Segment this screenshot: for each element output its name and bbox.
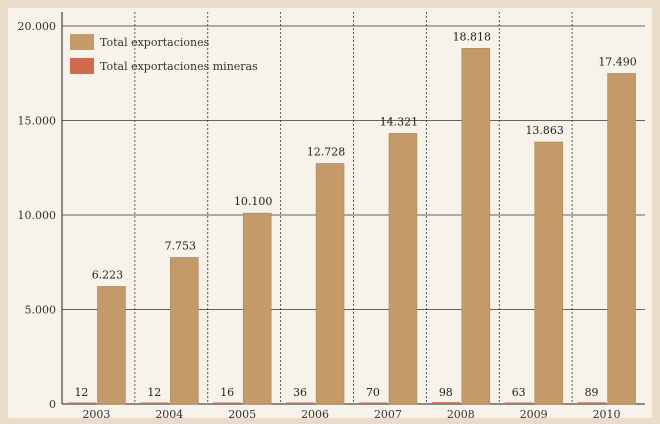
legend-label: Total exportaciones mineras xyxy=(100,60,258,73)
grid-lines xyxy=(62,12,645,404)
data-label-mineras: 12 xyxy=(74,386,88,399)
bar-exportaciones-mineras xyxy=(358,402,387,404)
bar-total-exportaciones xyxy=(388,133,418,405)
bar-total-exportaciones xyxy=(461,48,491,405)
legend-swatch xyxy=(70,58,94,74)
bar-exportaciones-mineras xyxy=(504,402,533,404)
x-tick-label: 2006 xyxy=(301,408,329,421)
bar-exportaciones-mineras xyxy=(213,402,242,404)
bar-total-exportaciones xyxy=(242,212,272,405)
data-label-mineras: 16 xyxy=(220,386,234,399)
data-label-total: 17.490 xyxy=(598,55,637,68)
data-label-total: 18.818 xyxy=(453,30,492,43)
data-label-mineras: 63 xyxy=(512,386,526,399)
data-label-total: 12.728 xyxy=(307,145,346,158)
bar-total-exportaciones xyxy=(534,141,563,405)
bar-total-exportaciones xyxy=(170,257,199,405)
y-tick-label: 10.000 xyxy=(18,209,57,222)
bar-total-exportaciones xyxy=(97,286,126,405)
y-tick-label: 5.000 xyxy=(25,304,57,317)
y-tick-label: 15.000 xyxy=(18,115,57,128)
data-label-total: 14.321 xyxy=(380,115,419,128)
x-tick-label: 2010 xyxy=(593,408,621,421)
x-tick-label: 2008 xyxy=(447,408,475,421)
legend-label: Total exportaciones xyxy=(100,36,210,49)
bar-total-exportaciones xyxy=(607,73,636,405)
data-label-mineras: 36 xyxy=(293,386,307,399)
x-tick-label: 2003 xyxy=(82,408,110,421)
y-axis: 0 5.000 10.000 15.000 20.000 xyxy=(18,12,63,411)
bar-exportaciones-mineras xyxy=(577,402,606,404)
data-label-mineras: 70 xyxy=(366,386,380,399)
y-tick-label: 20.000 xyxy=(18,20,57,33)
bars: 6.223 12 7.753 12 10.100 16 12.728 36 14.321 70 18… xyxy=(67,30,637,405)
bar-exportaciones-mineras xyxy=(140,402,169,404)
bar-total-exportaciones xyxy=(315,163,345,405)
data-label-total: 7.753 xyxy=(165,239,197,252)
bar-exportaciones-mineras xyxy=(67,402,96,404)
x-tick-label: 2005 xyxy=(228,408,256,421)
data-label-total: 6.223 xyxy=(92,268,124,281)
bar-exportaciones-mineras xyxy=(431,402,460,404)
data-label-total: 13.863 xyxy=(525,124,564,137)
x-tick-label: 2004 xyxy=(155,408,183,421)
y-tick-label: 0 xyxy=(49,398,56,411)
x-tick-label: 2009 xyxy=(520,408,548,421)
data-label-total: 10.100 xyxy=(234,195,273,208)
legend-swatch xyxy=(70,34,94,50)
data-label-mineras: 98 xyxy=(439,386,453,399)
data-label-mineras: 12 xyxy=(147,386,161,399)
legend: Total exportaciones Total exportaciones m… xyxy=(70,34,258,74)
data-label-mineras: 89 xyxy=(585,386,599,399)
x-tick-label: 2007 xyxy=(374,408,402,421)
bar-exportaciones-mineras xyxy=(286,402,315,404)
